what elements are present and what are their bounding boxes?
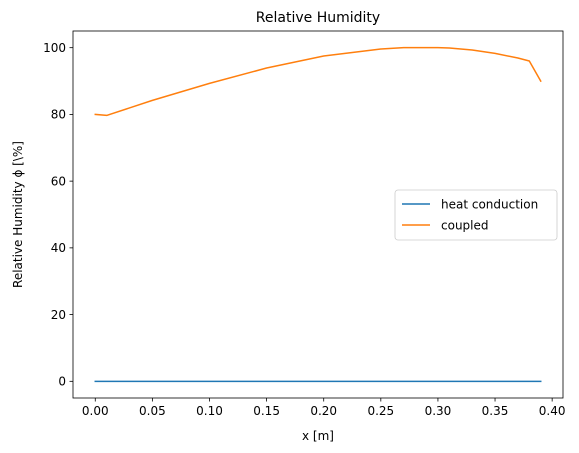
x-tick-label: 0.35 xyxy=(482,404,509,418)
x-tick-label: 0.10 xyxy=(196,404,223,418)
y-tick-label: 40 xyxy=(51,241,66,255)
x-tick-label: 0.15 xyxy=(253,404,280,418)
chart-title: Relative Humidity xyxy=(256,10,380,26)
legend-box xyxy=(394,189,558,241)
x-tick-label: 0.25 xyxy=(367,404,394,418)
y-tick-label: 60 xyxy=(51,174,66,188)
x-tick-label: 0.20 xyxy=(310,404,337,418)
series-line-coupled xyxy=(94,46,542,117)
x-tick-label: 0.40 xyxy=(539,404,566,418)
legend-label: heat conduction xyxy=(441,197,538,211)
y-axis-label: Relative Humidity ϕ [\%] xyxy=(11,141,25,288)
legend: heat conduction coupled xyxy=(394,189,558,241)
x-tick-label: 0.05 xyxy=(139,404,166,418)
x-tick-label: 0.30 xyxy=(425,404,452,418)
plot-frame xyxy=(72,30,564,399)
y-tick-label: 0 xyxy=(58,375,66,389)
legend-label: coupled xyxy=(441,218,489,232)
x-axis-label: x [m] xyxy=(302,429,334,443)
y-tick-label: 20 xyxy=(51,308,66,322)
y-tick-label: 80 xyxy=(51,108,66,122)
x-tick-label: 0.00 xyxy=(82,404,109,418)
y-tick-label: 100 xyxy=(43,41,66,55)
plot-area: 0.00 0.05 0.10 0.15 0.20 0.25 0.30 0.35 0.40 0 20 4… xyxy=(43,30,566,418)
